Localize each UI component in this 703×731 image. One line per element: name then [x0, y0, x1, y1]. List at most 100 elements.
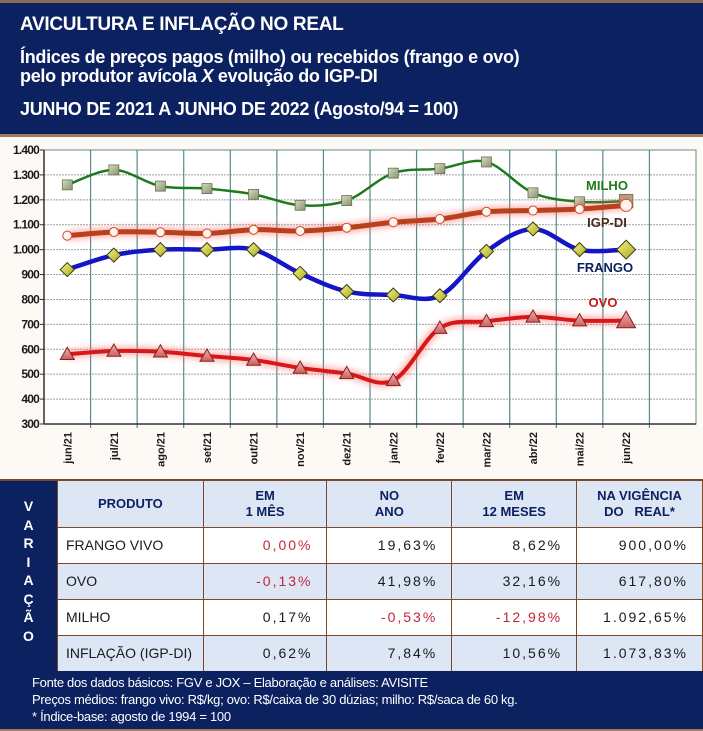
data-point-frango — [106, 247, 122, 263]
cell-mes: 0,62% — [202, 634, 328, 672]
xtick-label: abr/22 — [528, 432, 540, 464]
data-point-ovo — [431, 320, 448, 334]
variation-table: PRODUTO EM 1 MÊS NO ANO EM 12 MESES NA VIGÊ… — [57, 481, 703, 672]
data-point-frango — [152, 241, 169, 258]
ytick-label: 1.200 — [13, 193, 40, 207]
table-row: FRANGO VIVO 0,00% 19,63% 8,62% 900,00% — [57, 526, 703, 564]
data-point-milho — [481, 156, 492, 168]
cell-ano: 41,98% — [326, 562, 453, 600]
ytick-label: 700 — [21, 317, 40, 331]
xtick-label: out/21 — [249, 432, 261, 464]
chart-svg: 1.400 1.300 1.200 1.100 1.000 900 800 700 600 500… — [13, 143, 697, 467]
xtick-label: jun/21 — [62, 432, 74, 465]
cell-produto: INFLAÇÃO (IGP-DI) — [57, 634, 204, 672]
header-produto: PRODUTO — [57, 481, 204, 528]
xtick-label: mar/22 — [481, 432, 493, 467]
data-point-milho — [341, 195, 353, 206]
ytick-label: 600 — [21, 342, 40, 356]
data-point-ovo — [105, 343, 122, 357]
xtick-label: nov/21 — [295, 432, 307, 467]
xtick-label: dez/21 — [342, 432, 354, 466]
header-vigencia-real: NA VIGÊNCIA DO REAL* — [576, 481, 703, 528]
ytick-label: 300 — [21, 417, 40, 431]
cell-meses12: 8,62% — [451, 526, 578, 564]
cell-meses12: 10,56% — [451, 634, 578, 672]
header-banner: AVICULTURA E INFLAÇÃO NO REAL Índices de… — [0, 0, 703, 137]
table-row: INFLAÇÃO (IGP-DI) 0,62% 7,84% 10,56% 1.073,8… — [57, 634, 703, 672]
chart-period: JUNHO DE 2021 A JUNHO DE 2022 (Agosto/94… — [20, 99, 459, 119]
table-row: MILHO 0,17% -0,53% -12,98% 1.092,65% — [57, 598, 703, 636]
data-point-igp-di — [341, 222, 352, 233]
subtitle-x: X — [201, 66, 214, 86]
data-point-igp-di — [619, 198, 633, 212]
footer-prices: Preços médios: frango vivo: R$/kg; ovo: … — [32, 692, 518, 707]
data-point-frango — [478, 243, 495, 260]
data-point-ovo — [385, 372, 402, 387]
data-point-ovo — [571, 312, 588, 327]
footer-index-base: * Índice-base: agosto de 1994 = 100 — [32, 709, 231, 724]
data-point-frango — [571, 241, 588, 258]
xtick-label: jun/22 — [621, 432, 633, 465]
data-point-ovo — [245, 351, 262, 366]
ytick-label: 1.000 — [13, 243, 40, 257]
data-point-milho — [387, 167, 399, 179]
data-point-igp-di — [248, 224, 259, 235]
data-point-igp-di — [388, 217, 399, 228]
data-point-milho — [108, 164, 120, 176]
side-letter: Ç — [23, 590, 34, 607]
data-point-milho — [155, 180, 166, 192]
data-point-ovo — [199, 347, 215, 362]
footer-source: Fonte dos dados básicos: FGV e JOX – Ela… — [32, 675, 428, 690]
ytick-label: 900 — [21, 268, 40, 282]
data-point-frango — [292, 265, 308, 282]
subtitle-line2b: evolução do IGP-DI — [213, 66, 378, 86]
data-point-igp-di — [574, 204, 585, 215]
data-point-milho — [248, 188, 259, 200]
xtick-label: jul/21 — [109, 432, 121, 461]
ytick-label: 500 — [21, 367, 40, 381]
cell-mes: 0,17% — [202, 598, 328, 636]
data-point-milho — [201, 183, 213, 195]
data-point-ovo — [525, 308, 541, 323]
cell-ano: 19,63% — [326, 526, 453, 564]
data-point-frango — [525, 221, 541, 237]
data-point-igp-di — [528, 205, 538, 216]
data-point-frango — [245, 241, 262, 258]
series-label-frango: FRANGO — [577, 260, 633, 275]
side-letter: O — [23, 627, 34, 644]
data-point-milho — [527, 187, 539, 199]
data-point-milho — [61, 179, 73, 191]
ytick-label: 800 — [21, 292, 40, 306]
data-point-ovo — [292, 359, 309, 374]
side-letter: A — [23, 516, 34, 533]
side-letter: V — [23, 498, 34, 514]
data-point-igp-di — [295, 225, 306, 236]
cell-produto: FRANGO VIVO — [57, 526, 204, 564]
data-point-frango — [385, 287, 401, 303]
data-point-ovo — [338, 365, 355, 380]
footer-notes: Fonte dos dados básicos: FGV e JOX – Ela… — [0, 671, 703, 731]
data-point-igp-di — [434, 213, 445, 224]
data-point-ovo — [615, 310, 637, 329]
cell-meses12: -12,98% — [451, 598, 578, 636]
series-label-igp-di: IGP-DI — [587, 215, 627, 230]
xtick-label: fev/22 — [435, 432, 447, 463]
xtick-label: mai/22 — [575, 432, 587, 466]
series-label-milho: MILHO — [586, 178, 628, 193]
data-point-frango — [59, 261, 75, 278]
data-point-ovo — [152, 343, 169, 358]
data-point-igp-di — [155, 227, 166, 238]
subtitle-line2a: pelo produtor avícola — [20, 66, 202, 86]
header-no-ano: NO ANO — [326, 481, 453, 528]
data-point-igp-di — [108, 226, 119, 237]
data-point-frango — [432, 288, 448, 304]
data-point-igp-di — [202, 228, 212, 239]
xtick-label: jan/22 — [388, 432, 400, 464]
xtick-label: ago/21 — [155, 432, 167, 467]
cell-meses12: 32,16% — [451, 562, 578, 600]
header-1-mes: EM 1 MÊS — [202, 481, 328, 528]
cell-mes: 0,00% — [202, 526, 328, 564]
side-letter: A — [23, 572, 34, 588]
data-point-ovo — [59, 346, 76, 361]
